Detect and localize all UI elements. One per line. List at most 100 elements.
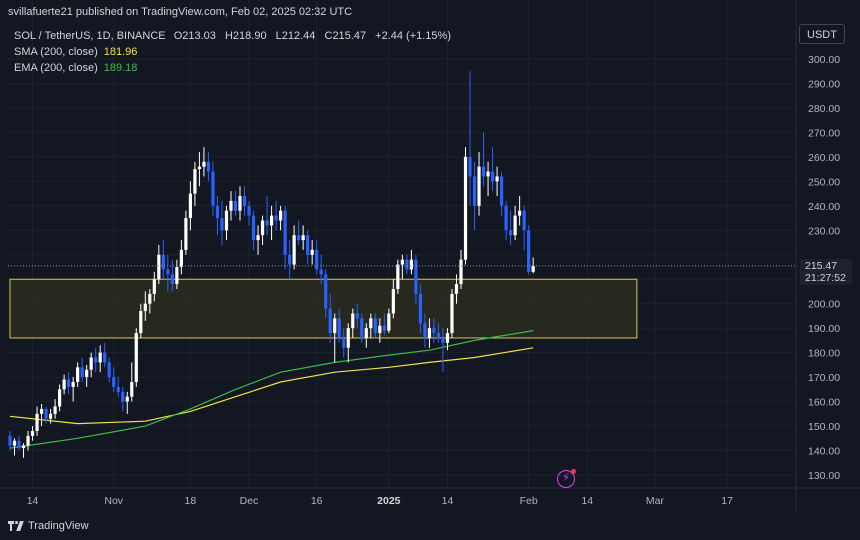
candle[interactable] [481, 132, 486, 187]
candle[interactable] [279, 205, 283, 231]
candle[interactable] [342, 328, 346, 358]
candle[interactable] [486, 161, 490, 197]
candle[interactable] [454, 274, 459, 304]
price-axis[interactable]: 130.00 140.00 150.00 160.00 170.00 180.00 190.… [808, 54, 840, 482]
candle[interactable] [188, 181, 192, 231]
time-axis[interactable]: 14 Nov 18 Dec 16 2025 14 Feb 14 Mar 17 [27, 495, 733, 507]
candle[interactable] [513, 205, 517, 241]
candle[interactable] [509, 210, 513, 245]
candle[interactable] [130, 362, 134, 402]
candle[interactable] [116, 377, 120, 397]
candle[interactable] [76, 362, 80, 387]
tradingview-brand[interactable]: TradingView [8, 520, 89, 532]
candle[interactable] [242, 186, 247, 216]
candle[interactable] [166, 254, 170, 292]
candle[interactable] [445, 328, 450, 351]
legend-ema-row[interactable]: EMA (200, close) 189.18 [14, 60, 457, 76]
candle[interactable] [310, 240, 314, 265]
legend-symbol[interactable]: SOL / TetherUS, 1D, BINANCE [14, 30, 166, 42]
candle[interactable] [35, 406, 39, 436]
candle[interactable] [360, 313, 364, 343]
candle[interactable] [499, 171, 504, 216]
candle[interactable] [179, 240, 183, 275]
candle[interactable] [522, 205, 526, 250]
candle[interactable] [269, 205, 274, 241]
candle[interactable] [382, 313, 386, 336]
candle[interactable] [441, 328, 445, 373]
candle[interactable] [229, 191, 233, 221]
candle[interactable] [44, 406, 48, 424]
candle[interactable] [355, 303, 359, 329]
flash-icon[interactable]: ⚡ [557, 469, 576, 488]
candle[interactable] [504, 200, 508, 241]
candle[interactable] [139, 303, 143, 338]
candle[interactable] [333, 313, 337, 363]
candle[interactable] [346, 323, 350, 363]
candle[interactable] [206, 151, 211, 182]
candle[interactable] [251, 210, 256, 250]
candle[interactable] [175, 259, 179, 290]
candle[interactable] [197, 151, 202, 187]
candle[interactable] [391, 279, 395, 319]
candle[interactable] [260, 215, 265, 245]
support-zone-rect[interactable] [9, 278, 638, 339]
candle[interactable] [324, 269, 328, 319]
candle[interactable] [283, 205, 287, 270]
candle[interactable] [405, 254, 409, 275]
candle[interactable] [463, 147, 468, 265]
candle[interactable] [39, 404, 44, 427]
candle[interactable] [148, 289, 152, 314]
candle[interactable] [21, 443, 26, 458]
candle[interactable] [103, 342, 107, 368]
candle[interactable] [450, 289, 454, 338]
candle[interactable] [30, 426, 35, 441]
candle[interactable] [315, 240, 319, 275]
candle[interactable] [472, 161, 477, 231]
ema-line[interactable] [9, 330, 534, 449]
candle[interactable] [373, 313, 377, 338]
candle[interactable] [233, 191, 238, 216]
candle[interactable] [94, 347, 98, 373]
candle[interactable] [152, 271, 156, 302]
candle[interactable] [247, 200, 251, 226]
candle[interactable] [423, 313, 427, 348]
candle[interactable] [170, 259, 174, 292]
candle[interactable] [48, 408, 53, 424]
candle[interactable] [256, 225, 260, 255]
candle[interactable] [26, 430, 30, 451]
candle[interactable] [134, 328, 138, 387]
candle[interactable] [121, 386, 125, 412]
candle[interactable] [427, 318, 432, 348]
candle[interactable] [143, 291, 147, 321]
candle[interactable] [215, 196, 220, 236]
candle[interactable] [409, 249, 413, 275]
candle[interactable] [518, 196, 522, 226]
candle[interactable] [62, 374, 66, 395]
candle[interactable] [414, 254, 418, 304]
candle[interactable] [67, 372, 71, 395]
candle[interactable] [369, 313, 373, 338]
candle[interactable] [288, 240, 292, 280]
candle[interactable] [306, 230, 310, 265]
candle[interactable] [53, 399, 57, 419]
legend-sma-row[interactable]: SMA (200, close) 181.96 [14, 44, 457, 60]
candle[interactable] [220, 200, 224, 245]
candle[interactable] [436, 323, 441, 343]
candle[interactable] [297, 220, 301, 245]
candle[interactable] [202, 147, 206, 177]
candle[interactable] [477, 151, 481, 216]
candle[interactable] [364, 323, 368, 348]
sma-line[interactable] [9, 347, 534, 425]
candle[interactable] [80, 357, 84, 383]
candle[interactable] [107, 357, 111, 383]
candle[interactable] [292, 225, 296, 270]
candle[interactable] [351, 308, 355, 338]
candle[interactable] [468, 71, 472, 206]
candle[interactable] [125, 391, 129, 414]
candle[interactable] [85, 364, 89, 387]
candle[interactable] [89, 352, 93, 378]
candle[interactable] [378, 318, 382, 343]
candle[interactable] [17, 435, 21, 451]
candle[interactable] [319, 254, 323, 285]
